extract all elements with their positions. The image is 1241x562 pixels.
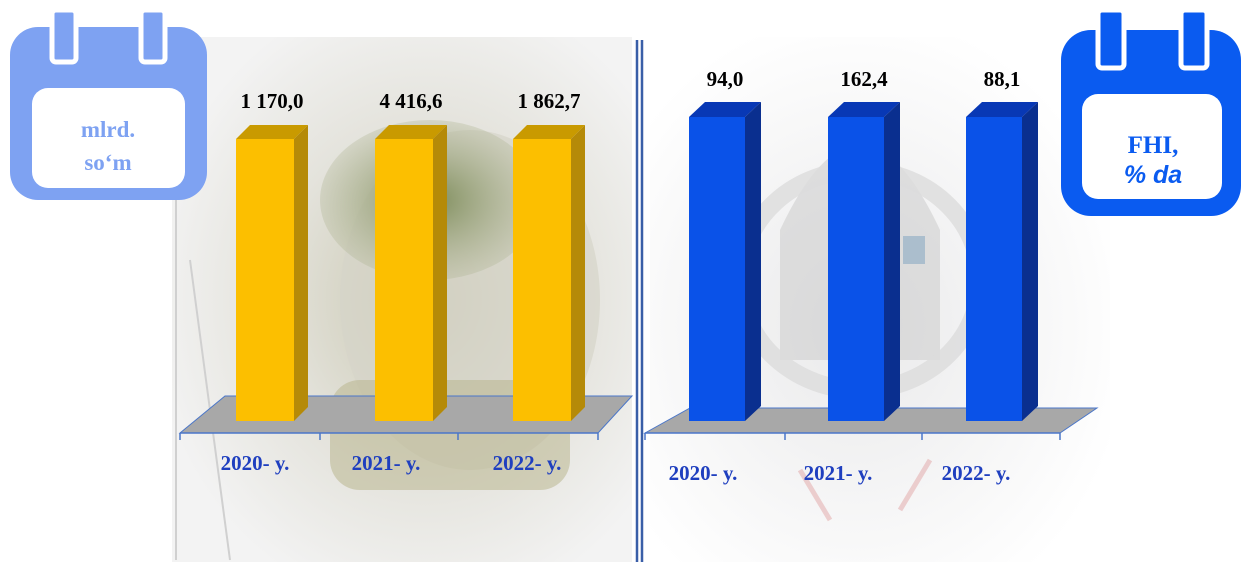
right-unit-label-line2: % da xyxy=(1124,161,1182,189)
bar xyxy=(236,125,308,421)
bar-side xyxy=(1022,102,1038,421)
bar-front xyxy=(966,117,1022,421)
bar-top xyxy=(375,125,447,139)
left-bar-chart: 1 170,0 2020- y. 4 416,6 2021- y. 1 862,7 202… xyxy=(178,89,634,475)
bar-front xyxy=(828,117,884,421)
x-tick-label: 2020- y. xyxy=(669,461,738,485)
calendar-icon xyxy=(10,7,207,200)
bar xyxy=(828,102,900,421)
bar-top xyxy=(828,102,900,117)
right-unit-label-line1: FHI, xyxy=(1128,132,1179,159)
right-unit-badge: FHI, % da xyxy=(1061,7,1241,216)
bar-value-label: 1 170,0 xyxy=(241,89,304,113)
bar-top xyxy=(236,125,308,139)
bar-front xyxy=(689,117,745,421)
bar-side xyxy=(745,102,761,421)
bar-value-label: 88,1 xyxy=(984,67,1021,91)
bar-side xyxy=(294,125,308,421)
bar xyxy=(689,102,761,421)
x-tick-label: 2022- y. xyxy=(493,451,562,475)
calendar-icon xyxy=(1061,7,1241,216)
bar xyxy=(513,125,585,421)
left-unit-badge: mlrd. so‘m xyxy=(10,7,207,200)
bar-front xyxy=(375,139,433,421)
x-tick-label: 2020- y. xyxy=(221,451,290,475)
bar-value-label: 1 862,7 xyxy=(518,89,581,113)
bar-side xyxy=(571,125,585,421)
bar-top xyxy=(966,102,1038,117)
right-bar-chart: 94,0 2020- y. 162,4 2021- y. 88,1 2022- y. xyxy=(643,67,1099,485)
bar-front xyxy=(513,139,571,421)
bar-side xyxy=(433,125,447,421)
bar-value-label: 162,4 xyxy=(840,67,888,91)
bar-value-label: 4 416,6 xyxy=(380,89,443,113)
x-tick-label: 2021- y. xyxy=(352,451,421,475)
bar-top xyxy=(689,102,761,117)
bar-top xyxy=(513,125,585,139)
bar-front xyxy=(236,139,294,421)
bar-value-label: 94,0 xyxy=(707,67,744,91)
panel-divider xyxy=(635,40,644,562)
x-tick-label: 2021- y. xyxy=(804,461,873,485)
bar-side xyxy=(884,102,900,421)
bar xyxy=(375,125,447,421)
bar xyxy=(966,102,1038,421)
x-tick-label: 2022- y. xyxy=(942,461,1011,485)
left-unit-label-line1: mlrd. xyxy=(81,117,135,142)
left-unit-label-line2: so‘m xyxy=(84,150,131,175)
